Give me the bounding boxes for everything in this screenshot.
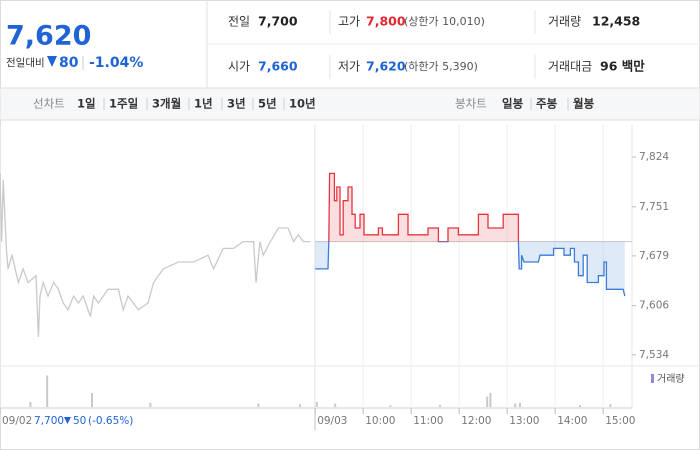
candle-tab[interactable]: 주봉 bbox=[536, 97, 558, 111]
stat-value: 96 백만 bbox=[600, 59, 645, 74]
y-tick-label: 7,679 bbox=[639, 250, 669, 262]
stat-label: 거래대금 bbox=[548, 60, 592, 74]
area-up bbox=[328, 173, 519, 242]
legend-label: 거래량 bbox=[657, 373, 685, 385]
period-tab[interactable]: 1일 bbox=[77, 97, 96, 111]
area-down bbox=[315, 241, 625, 297]
stat-value: 7,700 bbox=[258, 14, 298, 29]
period-tab[interactable]: 5년 bbox=[258, 97, 277, 111]
prev-close: 7,700 bbox=[34, 415, 64, 427]
volume-bar bbox=[149, 402, 152, 407]
stat-label: 저가 bbox=[338, 60, 360, 74]
volume-bar bbox=[46, 375, 49, 407]
volume-bar bbox=[439, 404, 441, 407]
period-tab[interactable]: 1주일 bbox=[109, 97, 138, 111]
stat-note: (상한가 10,010) bbox=[404, 15, 485, 28]
x-tick-label: 09/03 bbox=[317, 415, 347, 427]
stat-label: 시가 bbox=[228, 60, 250, 74]
x-tick-label: 11:00 bbox=[413, 415, 443, 427]
period-tab[interactable]: 3년 bbox=[227, 97, 246, 111]
candle-tab[interactable]: 월봉 bbox=[573, 97, 595, 111]
period-tab[interactable]: 3개월 bbox=[152, 97, 181, 111]
stat-value: 7,620 bbox=[366, 59, 406, 74]
volume-bar bbox=[91, 393, 93, 407]
volume-bar bbox=[609, 404, 612, 407]
volume-bar bbox=[315, 401, 318, 407]
current-price: 7,620 bbox=[6, 21, 91, 52]
x-tick-label: 14:00 bbox=[557, 415, 587, 427]
change-rate: -1.04% bbox=[89, 55, 143, 71]
volume-bar bbox=[519, 402, 521, 407]
volume-bar bbox=[514, 403, 517, 407]
tab-bar bbox=[0, 87, 700, 121]
down-arrow bbox=[47, 56, 57, 67]
volume-bar bbox=[257, 403, 260, 407]
stat-value: 7,800 bbox=[366, 14, 406, 29]
y-tick-label: 7,824 bbox=[639, 151, 669, 163]
x-tick-label: 10:00 bbox=[365, 415, 395, 427]
y-tick-label: 7,751 bbox=[639, 201, 669, 213]
candle-tab[interactable]: 일봉 bbox=[502, 97, 524, 111]
x-tick-label: 09/02 bbox=[2, 415, 32, 427]
stat-value: 7,660 bbox=[258, 59, 298, 74]
volume-bar bbox=[486, 396, 489, 407]
period-tab[interactable]: 1년 bbox=[194, 97, 213, 111]
x-tick-label: 13:00 bbox=[509, 415, 539, 427]
price-line-up bbox=[328, 172, 520, 242]
price-line bbox=[0, 173, 311, 338]
stat-note: (하한가 5,390) bbox=[404, 59, 478, 73]
y-tick-label: 7,606 bbox=[639, 300, 669, 312]
tab-heading: 봉차트 bbox=[455, 97, 487, 111]
prev-change-rate: (-0.65%) bbox=[88, 415, 133, 427]
prev-change: 50 bbox=[73, 415, 86, 427]
stat-value: 12,458 bbox=[592, 14, 640, 29]
stat-label: 고가 bbox=[338, 15, 360, 29]
stat-label: 거래량 bbox=[548, 15, 581, 29]
tab-heading: 선차트 bbox=[33, 97, 65, 111]
y-tick-label: 7,534 bbox=[639, 349, 669, 361]
volume-bar bbox=[334, 403, 337, 407]
down-arrow bbox=[64, 417, 71, 424]
x-tick-label: 15:00 bbox=[605, 415, 635, 427]
period-tab[interactable]: 10년 bbox=[289, 97, 316, 111]
legend-swatch bbox=[651, 374, 654, 383]
volume-bar bbox=[579, 404, 581, 407]
volume-bar bbox=[389, 405, 392, 407]
volume-bar bbox=[29, 401, 32, 407]
stat-label: 전일 bbox=[228, 15, 250, 29]
volume-bar bbox=[299, 404, 301, 407]
change: 80 bbox=[59, 55, 79, 71]
change-label: 전일대비 bbox=[6, 56, 45, 69]
volume-bar bbox=[489, 393, 492, 407]
x-tick-label: 12:00 bbox=[461, 415, 491, 427]
price-line-down bbox=[315, 241, 626, 297]
